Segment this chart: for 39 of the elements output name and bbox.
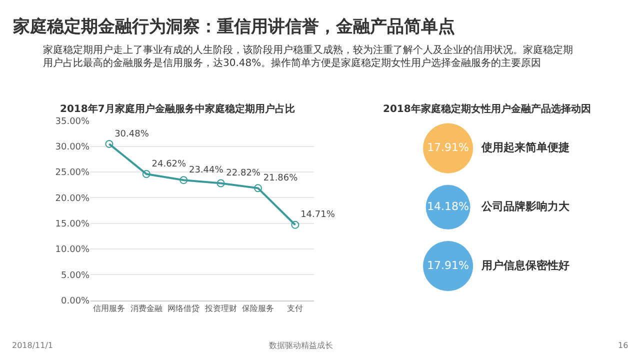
data-label: 23.44% xyxy=(188,165,224,176)
y-tick-label: 0.00% xyxy=(61,296,90,306)
category-label: 用户信息保密性好 xyxy=(480,258,570,272)
y-tick-label: 15.00% xyxy=(55,220,90,230)
x-tick-label: 消费金融 xyxy=(130,304,162,313)
category-label: 使用起来简单便捷 xyxy=(480,141,570,154)
chart-title: 2018年7月家庭用户金融服务中家庭稳定期用户占比 xyxy=(60,103,295,115)
point xyxy=(291,220,300,229)
point xyxy=(254,184,262,192)
x-tick-label: 信用服务 xyxy=(93,304,126,313)
x-tick-label: 保险服务 xyxy=(242,304,274,313)
data-label: 17.91% xyxy=(427,141,470,154)
y-tick-label: 30.00% xyxy=(55,142,90,153)
y-tick-label: 35.00% xyxy=(55,116,90,127)
category-label: 公司品牌影响力大 xyxy=(480,200,570,213)
point xyxy=(105,140,114,148)
text: 2018年家庭稳定期女性用户金融产品选择动因 xyxy=(383,103,591,115)
text: 2018/11/1 xyxy=(12,341,54,350)
data-label: 30.48% xyxy=(114,129,150,140)
data-label: 21.86% xyxy=(263,174,298,184)
text: 16 xyxy=(618,341,628,350)
x-tick-label: 网络借贷 xyxy=(168,304,200,313)
data-label: 22.82% xyxy=(226,168,261,179)
x-tick-label: 支付 xyxy=(287,304,304,313)
text: 家庭稳定期用户走上了事业有成的人生阶段，该阶段用户稳重又成熟，较为注重了解个人及企业的信用状况。家庭稳定期用户占比最高的金融服务是信用服务，达30.48%。操作简单方便是家庭稳定期女性用户选择金融服务的主要原因 xyxy=(43,44,573,69)
data-label: 14.18% xyxy=(427,200,470,213)
y-tick-label: 10.00% xyxy=(55,245,90,256)
text: 数据驱动精益成长 xyxy=(269,341,333,350)
data-label: 17.91% xyxy=(427,258,470,272)
data-label: 24.62% xyxy=(152,159,187,170)
point xyxy=(180,176,188,184)
y-tick-label: 20.00% xyxy=(55,194,90,204)
point xyxy=(142,170,150,178)
y-tick-label: 5.00% xyxy=(61,270,90,281)
data-label: 14.71% xyxy=(300,210,336,220)
x-tick-label: 投资理财 xyxy=(204,304,237,313)
y-tick-label: 25.00% xyxy=(55,168,90,178)
text: 家庭稳定期金融行为洞察：重信用讲信誉，金融产品简单点 xyxy=(12,17,455,37)
point xyxy=(216,179,225,188)
